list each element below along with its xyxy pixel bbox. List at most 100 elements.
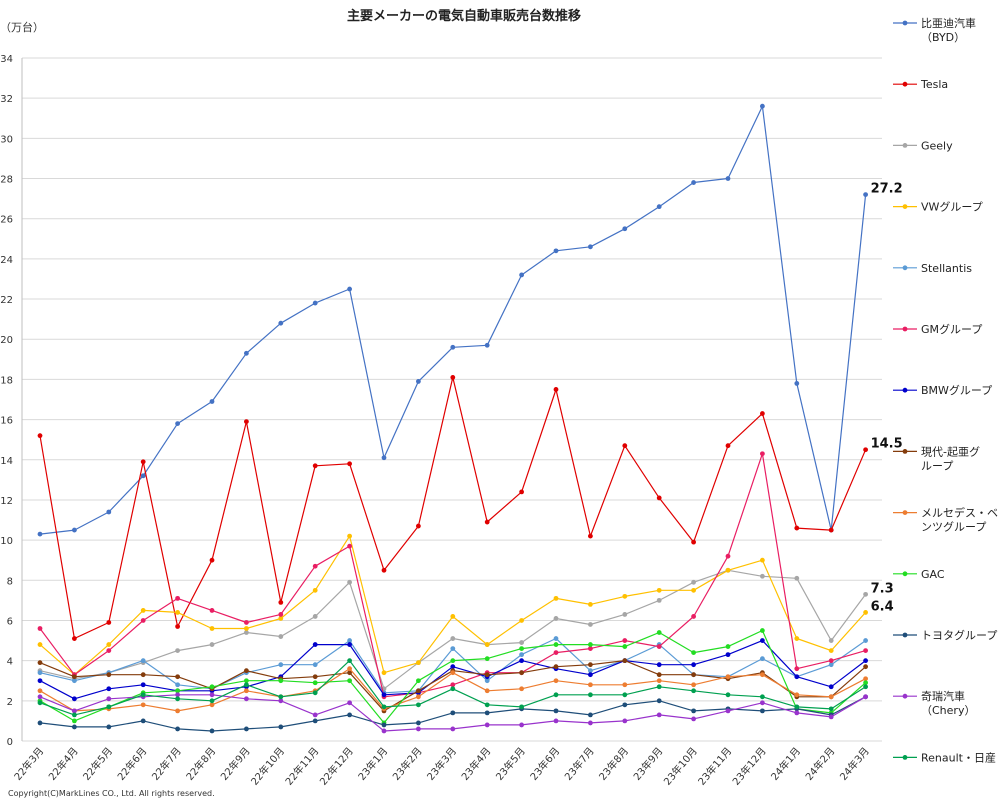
- x-tick-label: 24年1月: [768, 745, 803, 783]
- series-0-point: [175, 421, 181, 427]
- series-3-point: [656, 587, 662, 593]
- series-10-point: [553, 708, 559, 714]
- legend-label: Geely: [921, 139, 953, 152]
- series-11-point: [37, 694, 43, 700]
- series-1-point: [381, 567, 387, 573]
- series-6-point: [725, 652, 731, 658]
- series-12-point: [553, 692, 559, 698]
- series-2-point: [553, 616, 559, 621]
- x-axis: 22年3月 22年4月 22年5月 22年6月 22年7月 22年8月 22年9月22年10…: [11, 745, 872, 788]
- series-10-point: [450, 710, 456, 716]
- series-11-point: [209, 692, 215, 698]
- legend-swatch-marker: [902, 204, 908, 210]
- series-12-point: [209, 698, 215, 704]
- series-3-point: [106, 642, 112, 647]
- series-11-point: [106, 696, 112, 702]
- series-10-point: [588, 712, 593, 718]
- series-12-point: [484, 702, 490, 708]
- series-4-point: [278, 662, 284, 668]
- annotation-label: 14.5: [871, 437, 903, 452]
- legend-swatch-marker: [902, 632, 908, 638]
- series-6-point: [72, 696, 77, 702]
- series-0-point: [140, 473, 146, 479]
- x-tick-label: 23年3月: [424, 745, 459, 783]
- series-7-point: [244, 668, 249, 674]
- legend-swatch-marker: [902, 326, 908, 332]
- legend-label: VWグループ: [921, 200, 983, 214]
- series-5-point: [450, 682, 456, 688]
- series-9-point: [278, 678, 284, 684]
- series-3-point: [863, 610, 868, 615]
- series-12-point: [725, 692, 731, 698]
- series-6-point: [656, 662, 662, 668]
- legend-item: VWグループ: [893, 200, 983, 214]
- series-4-point: [588, 668, 593, 674]
- series-2-point: [312, 614, 318, 619]
- y-tick-label: 4: [7, 657, 13, 668]
- y-tick-label: 22: [0, 295, 13, 306]
- series-0-point: [244, 350, 249, 356]
- series-6-point: [588, 672, 593, 678]
- series-0-point: [760, 103, 765, 109]
- x-tick-label: 23年7月: [562, 745, 597, 783]
- series-10-point: [175, 726, 181, 732]
- series-5: [37, 451, 868, 700]
- y-tick-label: 0: [7, 737, 13, 748]
- legend-label: ンツグループ: [921, 520, 986, 534]
- series-10-point: [381, 722, 387, 728]
- series-12-point: [794, 704, 800, 710]
- series-9-point: [656, 630, 662, 635]
- series-11-point: [484, 722, 490, 728]
- series-3-point: [278, 616, 284, 621]
- series-12-point: [347, 658, 352, 664]
- series-group: [37, 103, 868, 734]
- series-12-point: [622, 692, 628, 698]
- series-6-point: [347, 642, 352, 647]
- series-0-point: [519, 272, 524, 278]
- series-6-point: [381, 692, 387, 698]
- series-1-point: [209, 557, 215, 563]
- series-5-point: [863, 648, 868, 654]
- series-1-point: [140, 459, 146, 465]
- series-1-point: [691, 539, 696, 545]
- series-8-point: [691, 682, 696, 688]
- series-11-point: [312, 712, 318, 718]
- chart-title: 主要メーカーの電気自動車販売台数推移: [347, 8, 581, 24]
- series-2-point: [691, 579, 696, 585]
- series-9-point: [450, 658, 456, 664]
- series-3-point: [140, 608, 146, 613]
- series-9-point: [725, 644, 731, 649]
- series-12-point: [37, 700, 43, 706]
- x-tick-label: 22年11月: [282, 745, 321, 788]
- series-1-point: [347, 461, 352, 467]
- legend-label: メルセデス・ベ: [921, 506, 998, 520]
- series-10-point: [37, 720, 43, 726]
- series-6-point: [37, 678, 43, 684]
- series-11-point: [175, 692, 181, 698]
- legend-label: BMWグループ: [921, 383, 992, 397]
- legend-label: 現代-起亜グ: [921, 444, 980, 458]
- series-7-point: [140, 672, 146, 678]
- series-7-point: [519, 670, 524, 676]
- x-tick-label: 23年11月: [695, 745, 734, 788]
- x-tick-label: 23年6月: [527, 745, 562, 783]
- series-6-point: [760, 638, 765, 643]
- legend-label: 奇瑞汽車: [921, 689, 965, 703]
- series-3-point: [622, 593, 628, 599]
- series-5-point: [794, 666, 800, 672]
- series-1: [37, 375, 868, 641]
- series-10-point: [416, 720, 421, 726]
- y-tick-label: 24: [0, 255, 13, 266]
- legend-item: GMグループ: [893, 322, 982, 336]
- series-0-point: [416, 379, 421, 384]
- series-7-point: [37, 660, 43, 666]
- series-0-point: [278, 320, 284, 326]
- x-tick-label: 22年8月: [183, 745, 218, 783]
- series-10-point: [760, 708, 765, 714]
- y-tick-label: 28: [0, 175, 13, 186]
- series-12-point: [106, 704, 112, 710]
- series-12-point: [691, 688, 696, 694]
- series-0-point: [656, 204, 662, 210]
- series-3-point: [244, 626, 249, 631]
